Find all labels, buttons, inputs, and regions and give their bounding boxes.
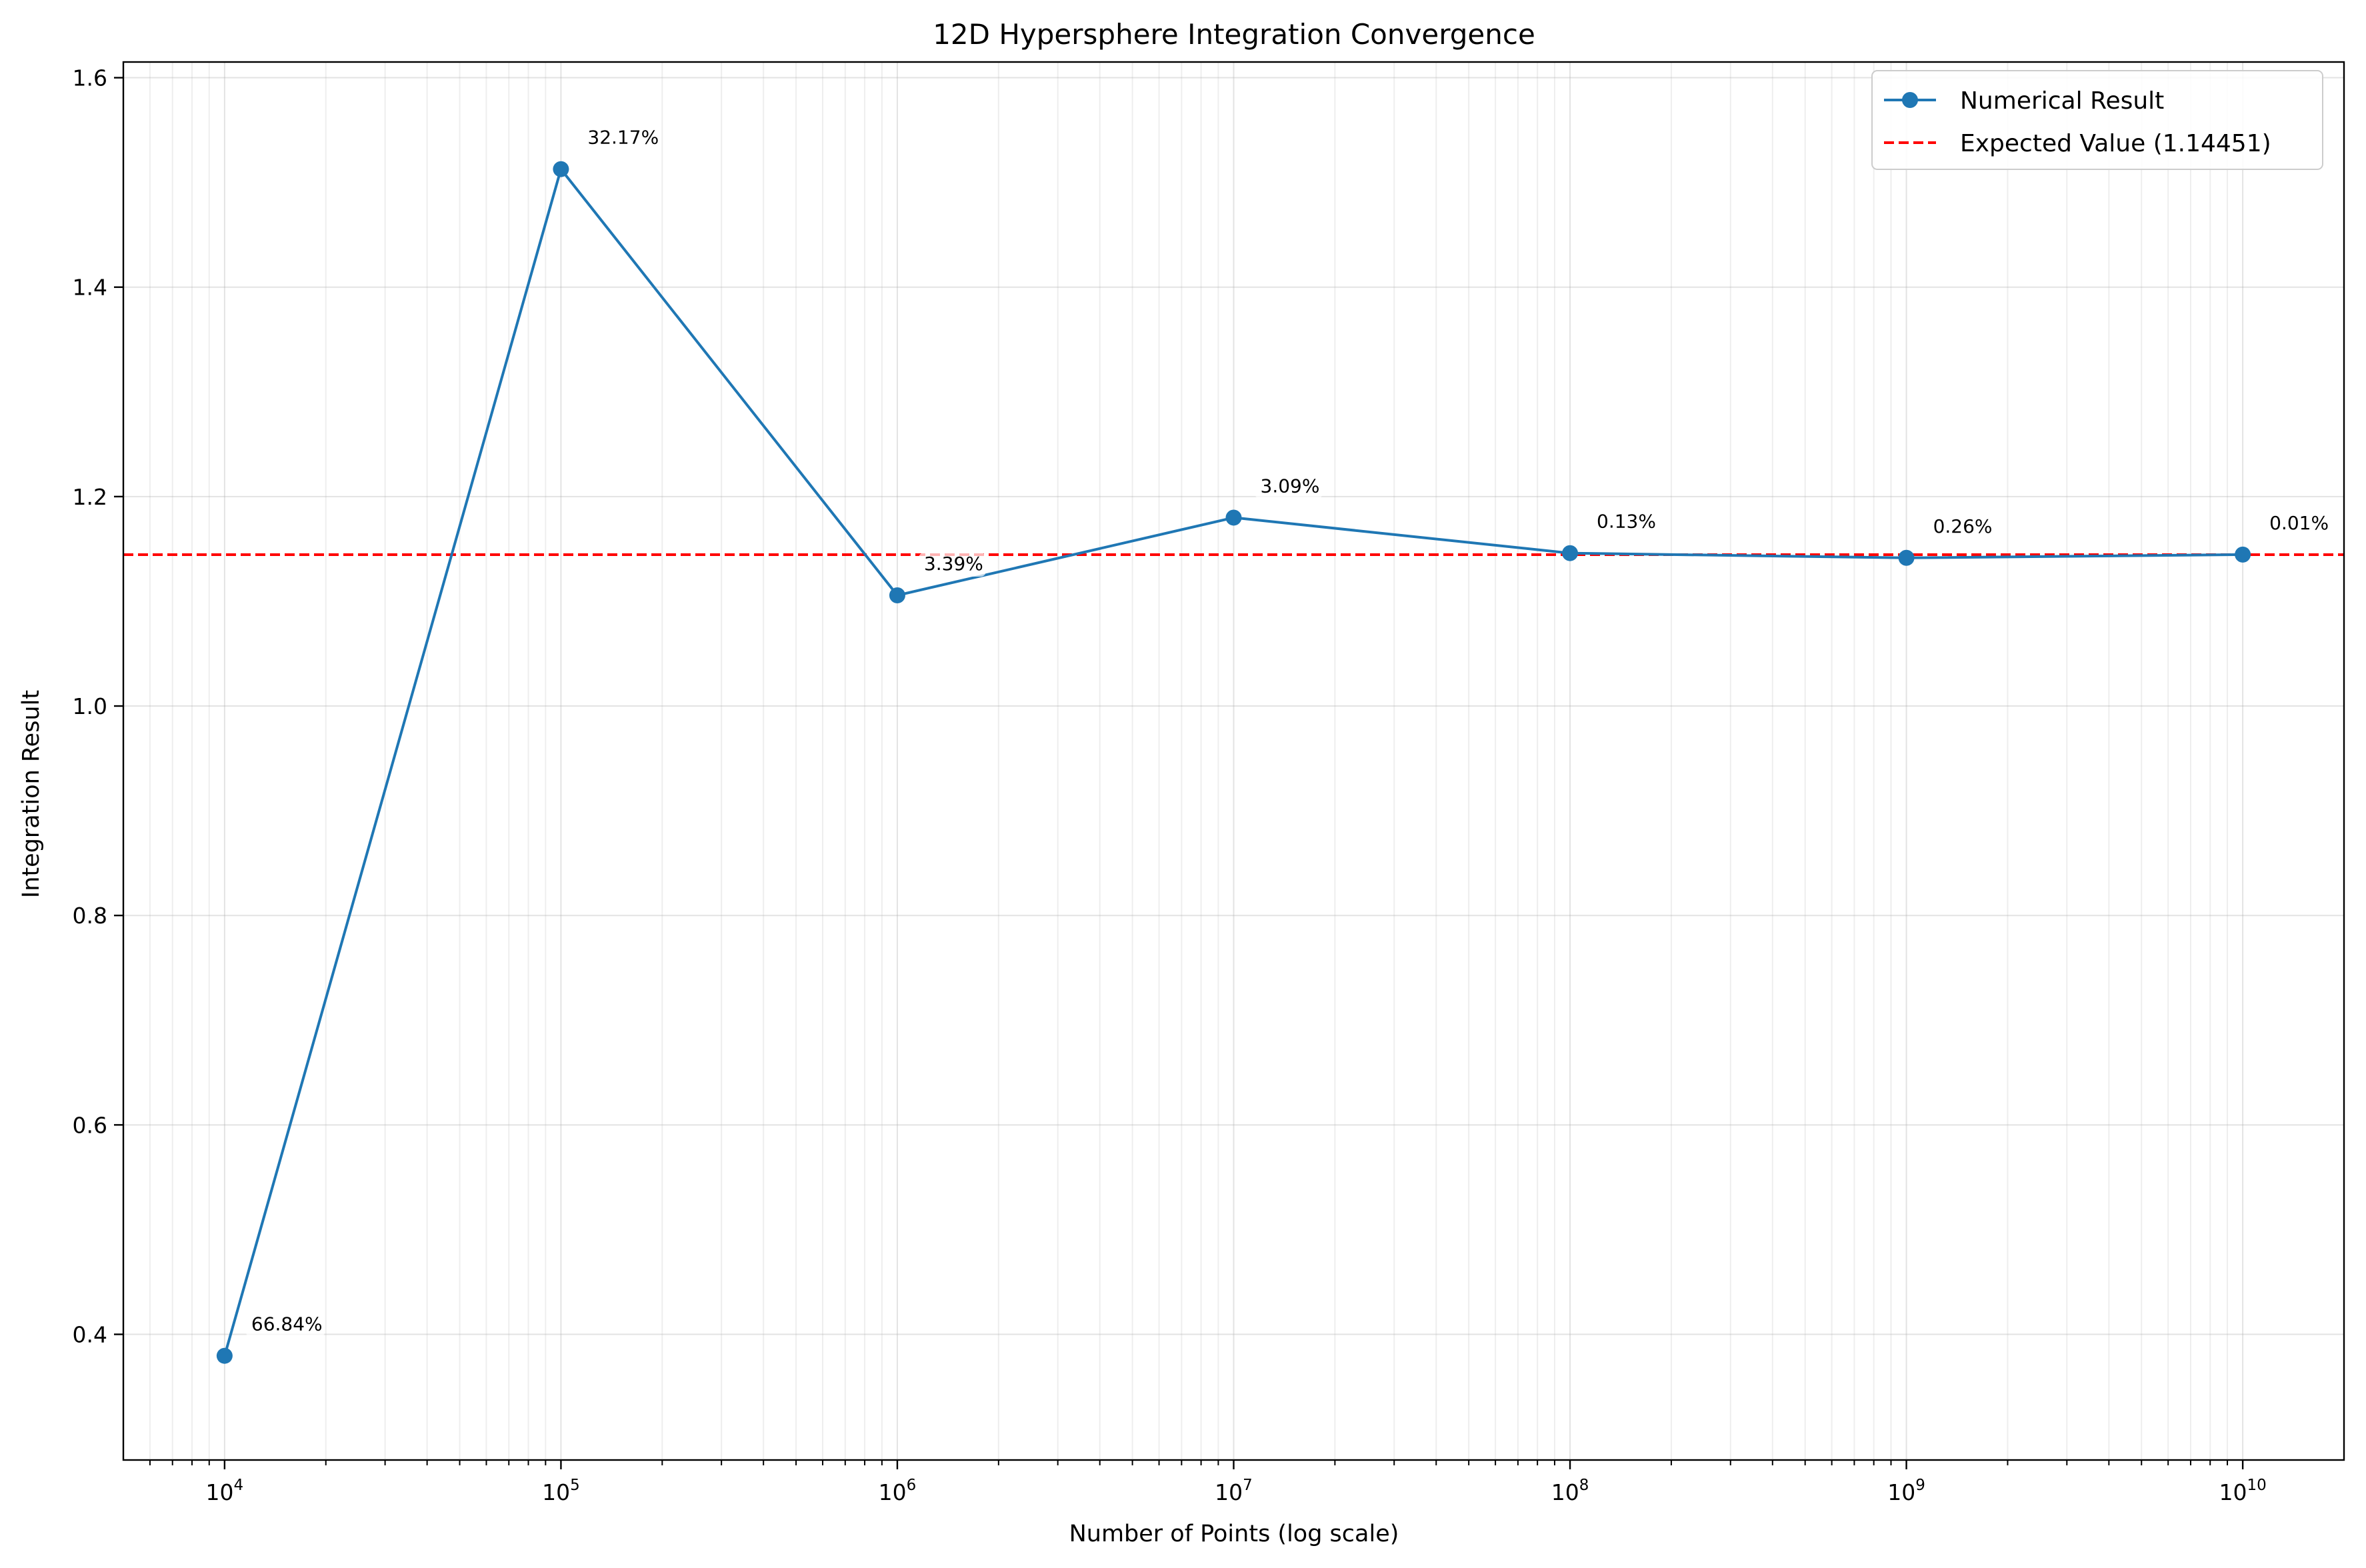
annotation-layer: 66.84% 32.17% 3.39% 3.09% 0.13% 0.26% 0.01% (245, 126, 2332, 1337)
data-point (889, 587, 905, 604)
error-annotation: 0.26% (1933, 515, 1993, 537)
annotation-bg (918, 553, 986, 577)
x-axis-label: Number of Points (log scale) (1069, 1521, 1399, 1547)
x-tick-label: 104 (206, 1477, 244, 1505)
chart-title: 12D Hypersphere Integration Convergence (933, 18, 1535, 51)
error-annotation: 3.39% (924, 553, 983, 575)
x-tick-label: 109 (1887, 1477, 1925, 1505)
x-tick-label: 108 (1551, 1477, 1589, 1505)
error-annotation: 32.17% (587, 127, 659, 149)
y-tick-label: 1.2 (73, 484, 107, 510)
y-tick-label: 1.0 (73, 693, 107, 719)
data-point (216, 1347, 233, 1364)
y-tick-label: 0.4 (73, 1322, 107, 1348)
y-tick-label: 1.6 (73, 65, 107, 91)
data-point (1225, 509, 1242, 526)
error-annotation: 0.01% (2269, 512, 2329, 534)
x-tick-label: 1010 (2219, 1477, 2266, 1505)
legend-label-numerical: Numerical Result (1960, 87, 2164, 115)
y-axis-ticks: 0.4 0.6 0.8 1.0 1.2 1.4 1.6 (73, 65, 123, 1348)
data-point (1898, 549, 1915, 566)
y-tick-label: 0.8 (73, 903, 107, 929)
annotation-bg (582, 126, 661, 151)
error-annotation: 0.13% (1597, 511, 1656, 533)
legend-box (1871, 70, 2323, 170)
legend: Numerical Result Expected Value (1.14451… (1871, 70, 2323, 170)
data-point (553, 161, 569, 177)
major-gridlines (123, 62, 2344, 1460)
annotation-bg (1591, 510, 1659, 535)
legend-label-expected: Expected Value (1.14451) (1960, 130, 2271, 157)
y-tick-label: 0.6 (73, 1112, 107, 1138)
annotation-bg (245, 1313, 325, 1337)
series-layer (216, 161, 2251, 1364)
annotation-bg (1927, 515, 1995, 539)
data-point (2235, 546, 2251, 563)
y-axis-label: Integration Result (18, 690, 45, 898)
annotation-bg (1255, 475, 1323, 499)
annotation-bg (2264, 511, 2332, 536)
data-point (1562, 545, 1579, 561)
x-tick-label: 107 (1215, 1477, 1253, 1505)
x-axis-ticks: 104 105 106 107 108 109 1010 (149, 1460, 2267, 1505)
x-tick-label: 106 (879, 1477, 917, 1505)
error-annotation: 66.84% (251, 1313, 323, 1335)
y-tick-label: 1.4 (73, 275, 107, 301)
error-annotation: 3.09% (1261, 475, 1320, 497)
legend-marker-numerical (1902, 92, 1918, 108)
minor-gridlines (149, 62, 2229, 1460)
x-tick-label: 105 (542, 1477, 580, 1505)
